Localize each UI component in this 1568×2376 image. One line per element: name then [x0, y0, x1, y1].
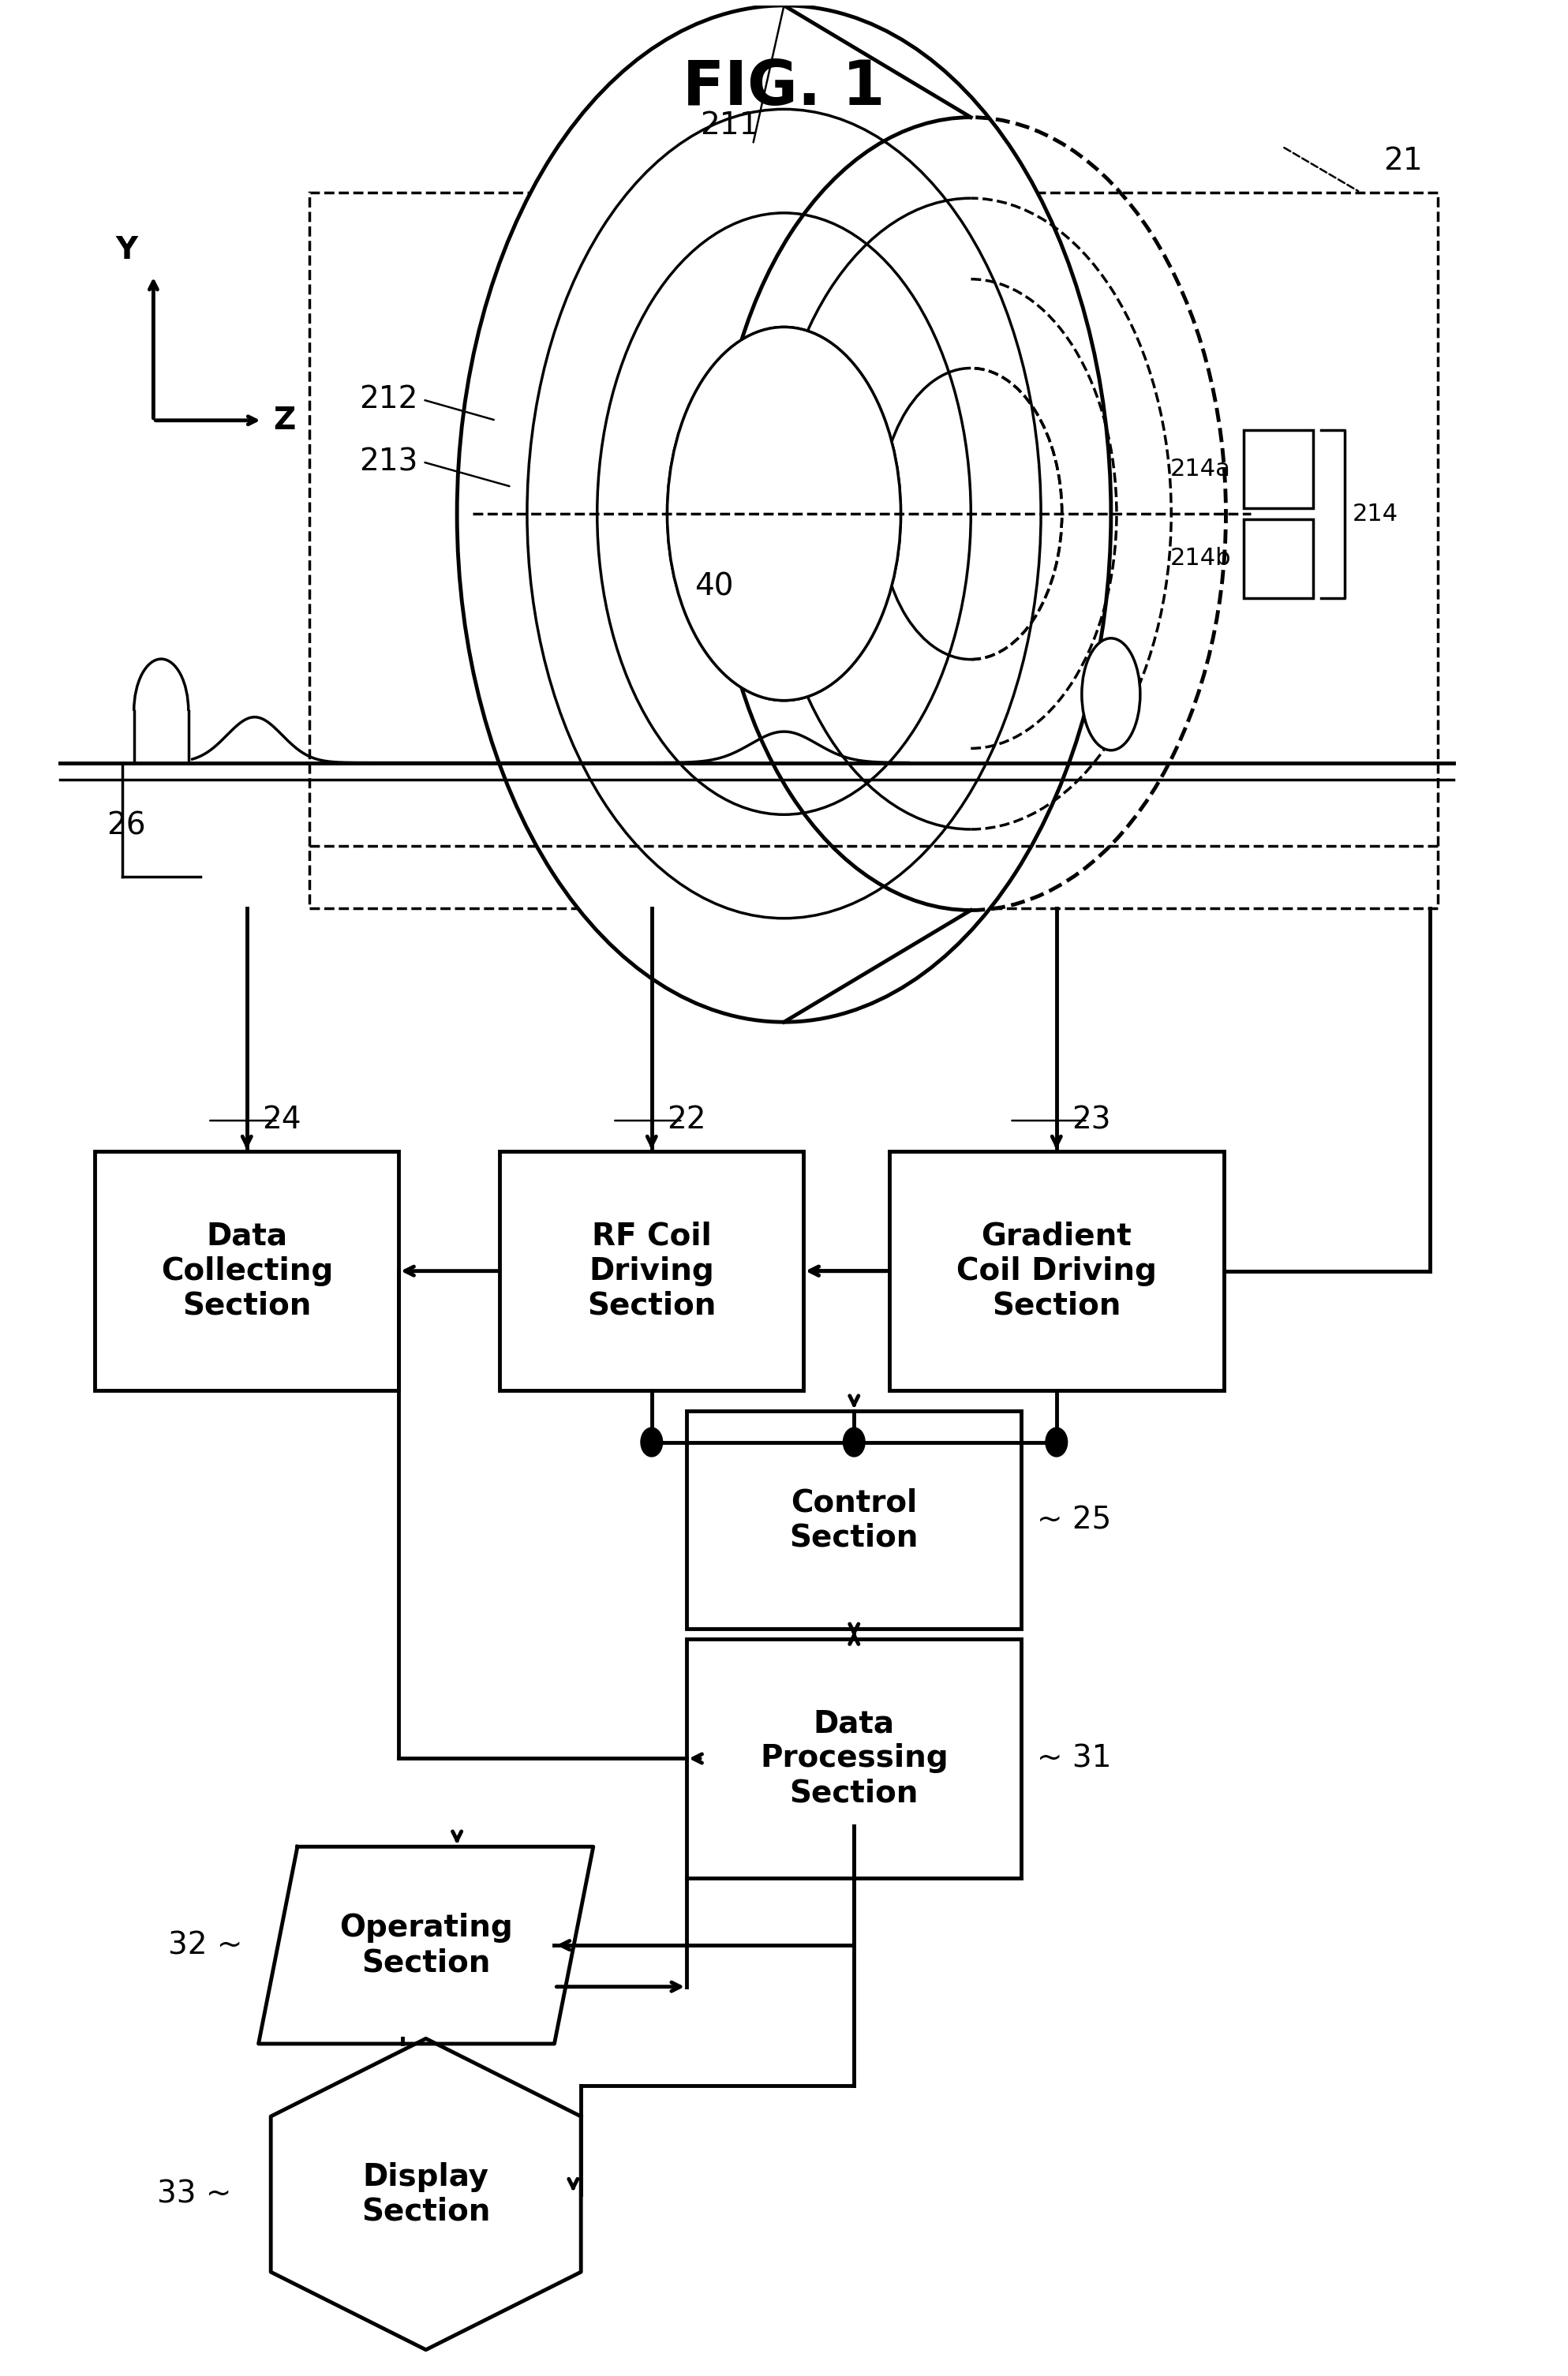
- Text: 214b: 214b: [1170, 546, 1231, 570]
- FancyBboxPatch shape: [889, 1152, 1225, 1390]
- Text: 26: 26: [107, 810, 146, 841]
- Text: Data
Collecting
Section: Data Collecting Section: [160, 1221, 332, 1321]
- FancyBboxPatch shape: [96, 1152, 398, 1390]
- Text: 24: 24: [262, 1105, 301, 1136]
- Text: Z: Z: [273, 406, 296, 435]
- Ellipse shape: [527, 109, 1041, 917]
- Text: Y: Y: [116, 235, 138, 264]
- Text: 214a: 214a: [1170, 459, 1231, 480]
- FancyBboxPatch shape: [1243, 518, 1314, 599]
- Ellipse shape: [668, 328, 900, 701]
- Text: 214: 214: [1352, 501, 1399, 525]
- Text: Display
Section: Display Section: [361, 2162, 491, 2226]
- FancyBboxPatch shape: [500, 1152, 803, 1390]
- Text: ~ 25: ~ 25: [1036, 1504, 1112, 1535]
- Ellipse shape: [668, 328, 900, 701]
- Ellipse shape: [597, 214, 971, 815]
- Ellipse shape: [1082, 639, 1140, 751]
- Text: 213: 213: [359, 447, 419, 478]
- Ellipse shape: [456, 5, 1112, 1022]
- Text: 21: 21: [1383, 145, 1422, 176]
- FancyBboxPatch shape: [1243, 430, 1314, 508]
- FancyBboxPatch shape: [687, 1639, 1021, 1877]
- Text: 22: 22: [668, 1105, 706, 1136]
- Text: Control
Section: Control Section: [790, 1487, 919, 1552]
- Text: 32 ~: 32 ~: [168, 1929, 243, 1960]
- Text: Operating
Section: Operating Section: [339, 1913, 513, 1977]
- Text: FIG. 1: FIG. 1: [682, 57, 886, 116]
- Text: 212: 212: [359, 385, 419, 416]
- Text: 40: 40: [695, 570, 734, 601]
- Polygon shape: [271, 2039, 582, 2350]
- Text: 211: 211: [699, 109, 759, 140]
- Circle shape: [1046, 1428, 1068, 1456]
- Text: RF Coil
Driving
Section: RF Coil Driving Section: [586, 1221, 717, 1321]
- Text: Data
Processing
Section: Data Processing Section: [760, 1708, 949, 1808]
- Text: 33 ~: 33 ~: [157, 2179, 230, 2210]
- Text: Gradient
Coil Driving
Section: Gradient Coil Driving Section: [956, 1221, 1157, 1321]
- Circle shape: [844, 1428, 866, 1456]
- Circle shape: [641, 1428, 663, 1456]
- Polygon shape: [259, 1846, 593, 2043]
- Text: 23: 23: [1073, 1105, 1112, 1136]
- FancyBboxPatch shape: [687, 1411, 1021, 1630]
- Text: ~ 31: ~ 31: [1036, 1744, 1112, 1772]
